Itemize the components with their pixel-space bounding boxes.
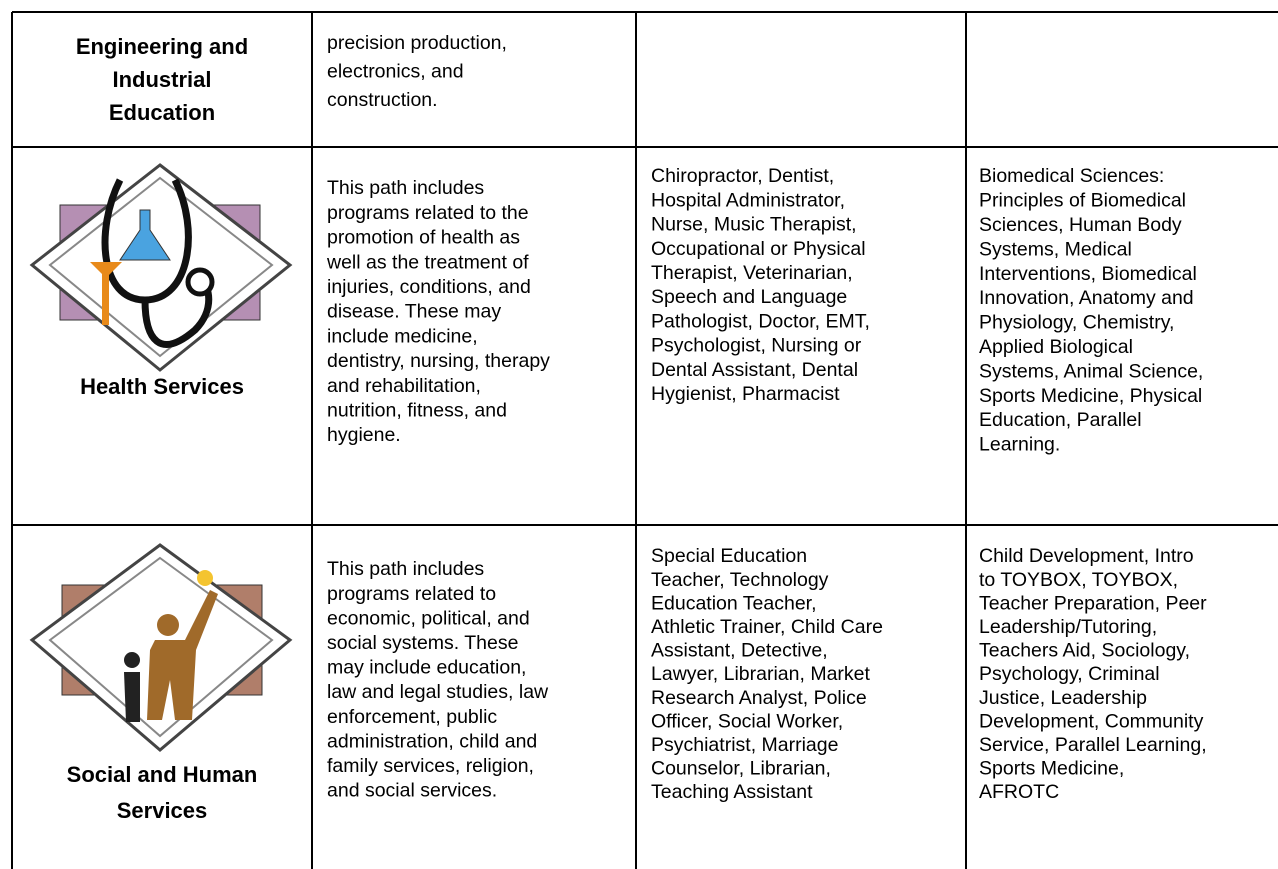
- cell-text: Systems, Animal Science,: [979, 360, 1203, 382]
- cell-text: Psychology, Criminal: [979, 663, 1160, 685]
- cell-text: promotion of health as: [327, 227, 520, 249]
- cell-text: Principles of Biomedical: [979, 190, 1186, 212]
- cell-text: may include education,: [327, 657, 526, 679]
- cell-text: enforcement, public: [327, 706, 497, 728]
- cell-text: AFROTC: [979, 781, 1059, 803]
- cell-text: Research Analyst, Police: [651, 687, 867, 709]
- cell-text: programs related to the: [327, 202, 529, 224]
- cell-text: Therapist, Veterinarian,: [651, 262, 853, 284]
- cell-text: Occupational or Physical: [651, 238, 866, 260]
- cell-text: injuries, conditions, and: [327, 276, 531, 298]
- cell-text: family services, religion,: [327, 755, 534, 777]
- cell-text: Athletic Trainer, Child Care: [651, 616, 883, 638]
- cell-text: dentistry, nursing, therapy: [327, 350, 550, 372]
- cell-text: social systems. These: [327, 632, 518, 654]
- cell-text: Sports Medicine,: [979, 758, 1124, 780]
- cell-text: hygiene.: [327, 424, 401, 446]
- cell-text: Assistant, Detective,: [651, 640, 828, 662]
- table-borders: [11, 11, 1278, 869]
- cell-text: include medicine,: [327, 325, 478, 347]
- cell-text: Officer, Social Worker,: [651, 710, 843, 732]
- cell-text: Interventions, Biomedical: [979, 263, 1197, 285]
- cell-text: Child Development, Intro: [979, 545, 1194, 567]
- cell-text: Innovation, Anatomy and: [979, 287, 1194, 309]
- health-icon: [29, 163, 293, 372]
- social-icon: [29, 543, 293, 752]
- cell-text: Teacher, Technology: [651, 569, 829, 591]
- cell-text: Education Teacher,: [651, 592, 817, 614]
- cell-text: Hygienist, Pharmacist: [651, 383, 840, 405]
- cell-text: administration, child and: [327, 730, 537, 752]
- cell-text: Service, Parallel Learning,: [979, 734, 1207, 756]
- cell-text: Psychologist, Nursing or: [651, 335, 862, 357]
- cell-text: nutrition, fitness, and: [327, 399, 507, 421]
- cell-text: well as the treatment of: [326, 251, 529, 273]
- cell-text: Education, Parallel: [979, 409, 1142, 431]
- cell-text: Nurse, Music Therapist,: [651, 214, 857, 236]
- cell-text: programs related to: [327, 583, 496, 605]
- cell-text: Hospital Administrator,: [651, 189, 845, 211]
- cell-text: Special Education: [651, 545, 807, 567]
- cell-text: Leadership/Tutoring,: [979, 616, 1157, 638]
- cell-text: Sports Medicine, Physical: [979, 385, 1202, 407]
- cell-text: Applied Biological: [979, 336, 1133, 358]
- row-heading: Industrial: [112, 67, 211, 92]
- cell-text: Psychiatrist, Marriage: [651, 734, 838, 756]
- cell-text: Physiology, Chemistry,: [979, 312, 1174, 334]
- cell-text: law and legal studies, law: [327, 681, 549, 703]
- cell-text: Justice, Leadership: [979, 687, 1147, 709]
- cell-text: construction.: [327, 89, 438, 111]
- cell-text: Dental Assistant, Dental: [651, 359, 858, 381]
- cell-text: Teaching Assistant: [651, 781, 813, 803]
- row-heading: Education: [109, 100, 215, 125]
- cell-text: Counselor, Librarian,: [651, 758, 831, 780]
- cell-text: Speech and Language: [651, 286, 847, 308]
- cell-text: precision production,: [327, 32, 507, 54]
- cell-text: and social services.: [327, 780, 497, 802]
- cell-text: This path includes: [327, 558, 484, 580]
- row-heading: Services: [117, 798, 208, 823]
- cell-text: and rehabilitation,: [327, 375, 481, 397]
- cell-text: Pathologist, Doctor, EMT,: [651, 310, 870, 332]
- row-heading: Engineering and: [76, 34, 248, 59]
- cell-text: to TOYBOX, TOYBOX,: [979, 569, 1178, 591]
- row-heading: Social and Human: [67, 762, 258, 787]
- cell-text: Biomedical Sciences:: [979, 165, 1164, 187]
- cell-text: Teacher Preparation, Peer: [979, 592, 1207, 614]
- cell-text: Teachers Aid, Sociology,: [979, 640, 1190, 662]
- cell-text: economic, political, and: [327, 607, 530, 629]
- cell-text: Systems, Medical: [979, 238, 1132, 260]
- cell-text: This path includes: [327, 177, 484, 199]
- cell-text: Development, Community: [979, 710, 1204, 732]
- cell-text: Sciences, Human Body: [979, 214, 1182, 236]
- cell-text: Chiropractor, Dentist,: [651, 165, 834, 187]
- cell-text: Learning.: [979, 434, 1060, 456]
- cell-text: Lawyer, Librarian, Market: [651, 663, 871, 685]
- cell-text: disease. These may: [327, 301, 501, 323]
- row-heading: Health Services: [80, 374, 244, 399]
- cell-text: electronics, and: [327, 61, 464, 83]
